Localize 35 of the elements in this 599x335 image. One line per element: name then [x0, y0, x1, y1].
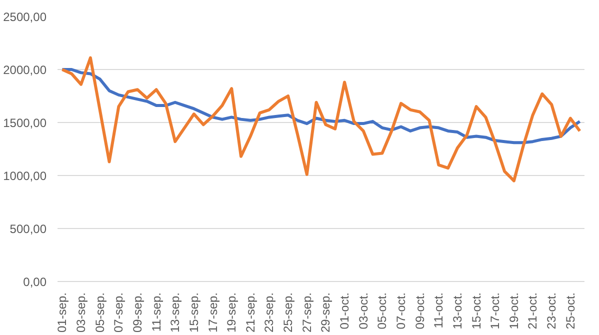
- y-tick-label: 1000,00: [3, 169, 47, 183]
- x-tick-label: 01-sep.: [55, 292, 70, 333]
- x-tick-label: 07-sep.: [112, 292, 126, 333]
- y-tick-label: 0,00: [23, 275, 47, 289]
- x-tick-label: 25-oct.: [563, 292, 578, 330]
- x-tick-label: 19-sep.: [224, 292, 239, 333]
- x-tick-label: 15-sep.: [186, 292, 201, 333]
- x-tick-label: 01-oct.: [338, 292, 352, 330]
- x-tick-label: 23-sep.: [262, 292, 276, 333]
- x-tick-label: 21-oct.: [526, 292, 540, 330]
- x-tick-label: 11-sep.: [149, 292, 164, 332]
- y-tick-label: 2500,00: [3, 10, 47, 24]
- y-tick-label: 500,00: [10, 222, 47, 236]
- x-tick-label: 23-oct.: [544, 292, 559, 330]
- x-tick-label: 03-sep.: [74, 292, 88, 333]
- line-series: [60, 56, 582, 182]
- x-tick-label: 05-sep.: [92, 292, 107, 333]
- x-tick-label: 15-oct.: [469, 292, 484, 330]
- x-tick-label: 21-sep.: [243, 292, 258, 333]
- y-tick-label: 2000,00: [3, 63, 47, 77]
- x-tick-label: 11-oct.: [432, 292, 446, 328]
- x-tick-label: 03-oct.: [356, 292, 370, 330]
- x-tick-label: 05-oct.: [375, 292, 390, 330]
- x-tick-label: 13-oct.: [450, 292, 464, 330]
- x-tick-label: 17-oct.: [488, 292, 502, 330]
- x-tick-label: 09-sep.: [130, 292, 144, 333]
- x-tick-label: 13-sep.: [168, 292, 182, 333]
- x-tick-label: 17-sep.: [206, 292, 220, 333]
- x-tick-label: 25-sep.: [281, 292, 296, 333]
- x-tick-label: 19-oct.: [506, 292, 521, 330]
- x-tick-label: 09-oct.: [412, 292, 427, 330]
- x-tick-label: 27-sep.: [300, 292, 314, 333]
- x-tick-label: 29-sep.: [318, 292, 333, 333]
- y-tick-label: 1500,00: [3, 116, 47, 130]
- x-tick-label: 07-oct.: [394, 292, 408, 330]
